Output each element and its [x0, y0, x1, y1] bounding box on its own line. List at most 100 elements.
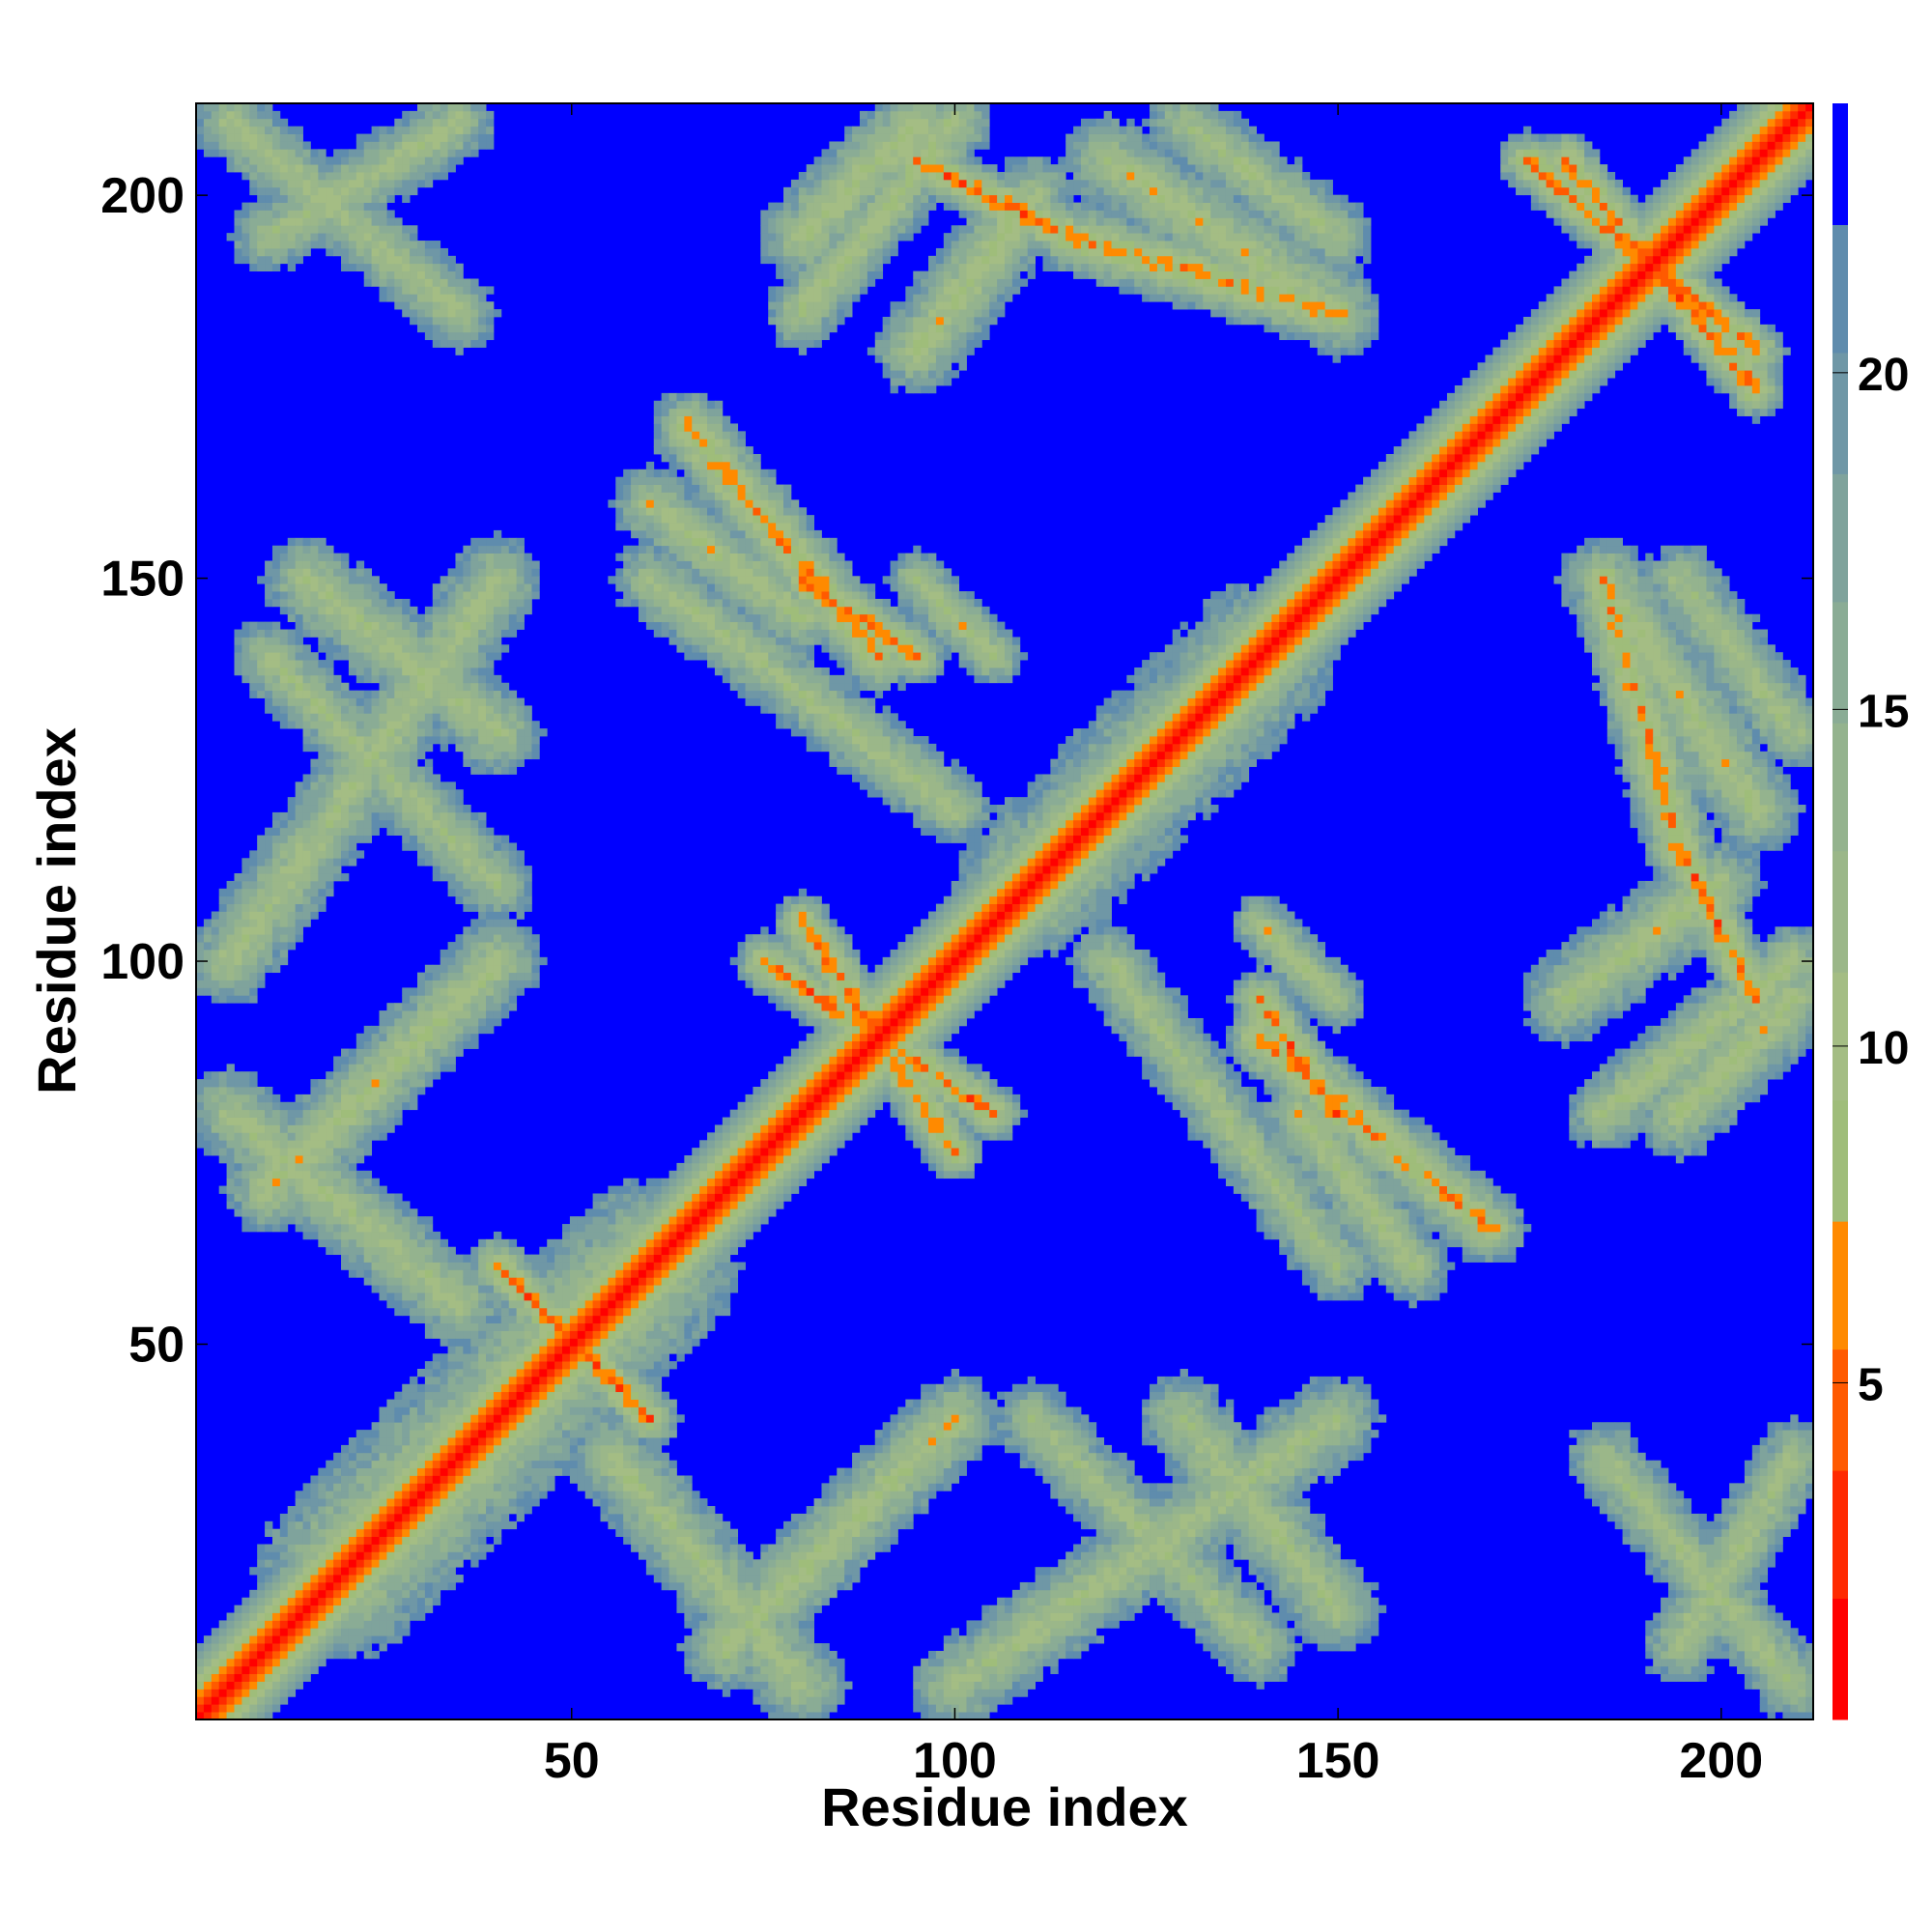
heatmap-cell [424, 118, 434, 128]
heatmap-cell [271, 903, 281, 912]
heatmap-cell [226, 880, 235, 890]
heatmap-cell [608, 1208, 616, 1217]
heatmap-cell [486, 1010, 495, 1019]
heatmap-cell [402, 278, 411, 287]
heatmap-cell [402, 728, 411, 737]
heatmap-cell [569, 1293, 579, 1301]
heatmap-cell [355, 241, 365, 249]
heatmap-cell [310, 1513, 319, 1522]
heatmap-cell [463, 1399, 471, 1407]
heatmap-cell [447, 263, 456, 272]
heatmap-cell [287, 644, 297, 653]
heatmap-cell [447, 133, 456, 142]
heatmap-cell [524, 873, 532, 882]
heatmap-cell [318, 728, 327, 737]
heatmap-cell [402, 1559, 411, 1568]
heatmap-cell [600, 1422, 609, 1431]
heatmap-cell [326, 629, 334, 638]
heatmap-cell [410, 241, 418, 249]
heatmap-cell [531, 1422, 540, 1431]
heatmap-cell [463, 827, 471, 836]
heatmap-cell [394, 263, 403, 272]
heatmap-cell [318, 1643, 327, 1652]
heatmap-cell [326, 1643, 334, 1652]
heatmap-cell [348, 1536, 357, 1545]
heatmap-cell [631, 1238, 639, 1248]
heatmap-cell [279, 895, 289, 905]
heatmap-cell [410, 1536, 418, 1545]
heatmap-cell [508, 956, 518, 966]
heatmap-cell [447, 629, 456, 638]
heatmap-cell [295, 660, 303, 668]
heatmap-cell [424, 1254, 434, 1263]
heatmap-cell [355, 690, 365, 698]
heatmap-cell [341, 827, 350, 836]
heatmap-cell [592, 1491, 601, 1499]
heatmap-cell [432, 172, 441, 181]
heatmap-cell [410, 667, 418, 676]
heatmap-cell [463, 1361, 471, 1370]
heatmap-cell [455, 1368, 464, 1378]
heatmap-cell [478, 972, 487, 980]
heatmap-cell [379, 713, 387, 722]
heatmap-cell [279, 956, 289, 966]
heatmap-cell [516, 1422, 525, 1431]
heatmap-cell [463, 583, 471, 592]
heatmap-cell [463, 888, 471, 897]
heatmap-cell [257, 1673, 266, 1682]
heatmap-cell [486, 1544, 495, 1552]
heatmap-cell [577, 1361, 586, 1370]
heatmap-cell [355, 156, 365, 165]
heatmap-cell [218, 1140, 227, 1149]
heatmap-cell [584, 1346, 594, 1354]
heatmap-cell [455, 347, 464, 355]
heatmap-cell [432, 286, 441, 295]
heatmap-cell [302, 743, 311, 753]
heatmap-cell [279, 1696, 289, 1705]
heatmap-cell [531, 591, 540, 600]
heatmap-cell [547, 1361, 555, 1370]
heatmap-cell [326, 1246, 334, 1256]
heatmap-cell [402, 1307, 411, 1317]
heatmap-cell [600, 1467, 609, 1476]
heatmap-cell [584, 1376, 594, 1385]
heatmap-cell [410, 225, 418, 234]
heatmap-cell [295, 194, 303, 203]
heatmap-cell [402, 758, 411, 767]
heatmap-cell [318, 1155, 327, 1164]
heatmap-cell [287, 1681, 297, 1690]
heatmap-cell [295, 1605, 303, 1613]
heatmap-cell [584, 1368, 594, 1378]
heatmap-cell [554, 1353, 563, 1362]
heatmap-cell [226, 1612, 235, 1621]
heatmap-cell [410, 690, 418, 698]
heatmap-cell [500, 964, 510, 974]
heatmap-cell [318, 811, 327, 821]
heatmap-cell [394, 156, 403, 165]
heatmap-cell [295, 233, 303, 242]
heatmap-cell [432, 1246, 441, 1256]
heatmap-cell [524, 583, 532, 592]
heatmap-cell [410, 743, 418, 753]
heatmap-cell [432, 1353, 441, 1362]
heatmap-cell [271, 888, 281, 897]
heatmap-cell [386, 1483, 395, 1492]
heatmap-cell [600, 1338, 609, 1347]
heatmap-cell [424, 835, 434, 843]
heatmap-cell [279, 850, 289, 859]
heatmap-cell [516, 972, 525, 980]
heatmap-cell [424, 606, 434, 615]
heatmap-cell [562, 1224, 571, 1233]
heatmap-cell [416, 1299, 426, 1309]
heatmap-cell [524, 934, 532, 943]
heatmap-cell [333, 598, 342, 608]
heatmap-cell [463, 743, 471, 753]
heatmap-cell [363, 172, 373, 181]
heatmap-cell [348, 705, 357, 714]
heatmap-cell [447, 591, 456, 600]
heatmap-cell [295, 835, 303, 843]
heatmap-cell [341, 225, 350, 234]
heatmap-cell [302, 911, 311, 920]
heatmap-cell [249, 1094, 258, 1103]
heatmap-cell [577, 1399, 586, 1407]
